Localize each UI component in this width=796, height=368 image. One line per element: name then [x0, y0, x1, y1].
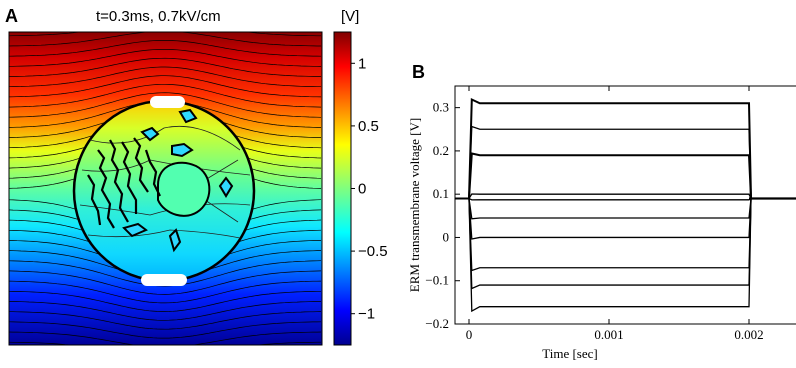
panel-a-letter: A: [5, 6, 18, 26]
voltage-trace: [455, 197, 796, 240]
equipotential-line: [9, 32, 321, 37]
bottom-electrode: [141, 274, 187, 286]
colorbar-tick-label: 1: [358, 55, 366, 72]
y-axis-label: ERM transmembrane voltage [V]: [407, 118, 422, 292]
equipotential-line: [9, 48, 322, 67]
equipotential-line: [9, 331, 322, 345]
equipotential-line: [9, 290, 321, 312]
voltage-traces: [455, 97, 796, 313]
equipotential-line: [9, 66, 321, 88]
voltage-trace: [455, 197, 796, 272]
equipotential-line: [9, 57, 322, 77]
equipotential-line: [9, 311, 322, 330]
fiber-bundles: [87, 137, 161, 229]
equipotential-line: [9, 92, 322, 118]
y-tick-label: 0.3: [433, 100, 449, 115]
y-tick-label: −0.2: [425, 316, 449, 331]
y-tick-label: 0: [443, 229, 450, 244]
equipotential-line: [9, 32, 321, 47]
central-region: [157, 161, 211, 217]
equipotential-line: [9, 280, 322, 304]
equipotential-line: [9, 341, 321, 345]
x-tick-label: 0.001: [594, 327, 623, 342]
transmembrane-plot: 0 0.001 0.002 −0.2 −0.1 0 0.1 0.2 0.3 Time [sec]…: [407, 85, 796, 361]
equipotential-line: [9, 321, 322, 339]
y-tick-label: −0.1: [425, 273, 449, 288]
equipotential-line: [9, 301, 321, 321]
equipotential-line: [9, 75, 322, 98]
y-tick-label: 0.2: [433, 143, 449, 158]
colorbar-ticks: 1 0.5 0 −0.5 −1: [351, 55, 388, 323]
map-frame: [8, 31, 323, 346]
equipotential-line: [9, 83, 322, 108]
voltage-trace: [455, 197, 796, 290]
voltage-trace: [455, 197, 796, 313]
voltage-trace: [455, 125, 796, 200]
colorbar: [333, 31, 352, 346]
panel-a-title: t=0.3ms, 0.7kV/cm: [96, 8, 221, 25]
colorbar-tick-label: −1: [358, 306, 375, 323]
equipotential-line: [9, 352, 321, 365]
voltage-trace: [455, 193, 796, 200]
potential-map: [9, 32, 322, 365]
top-electrode: [150, 96, 185, 108]
equipotential-line: [9, 270, 322, 295]
x-tick-label: 0.002: [734, 327, 763, 342]
equipotential-line: [9, 39, 322, 57]
plot-axes: 0 0.001 0.002 −0.2 −0.1 0 0.1 0.2 0.3: [425, 86, 764, 342]
voltage-trace: [455, 97, 796, 200]
voltage-trace: [455, 152, 796, 200]
plot-frame: [454, 85, 796, 325]
colorbar-tick-label: 0: [358, 181, 366, 198]
colorbar-tick-label: 0.5: [358, 118, 379, 135]
voltage-trace: [455, 197, 796, 220]
y-tick-label: 0.1: [433, 186, 449, 201]
panel-b-letter: B: [412, 62, 425, 82]
x-tick-label: 0: [466, 327, 473, 342]
tissue-islands: [122, 108, 234, 253]
voltage-trace: [455, 197, 796, 201]
colorbar-tick-label: −0.5: [358, 243, 388, 260]
colorbar-unit: [V]: [341, 8, 359, 25]
x-axis-label: Time [sec]: [542, 346, 598, 361]
